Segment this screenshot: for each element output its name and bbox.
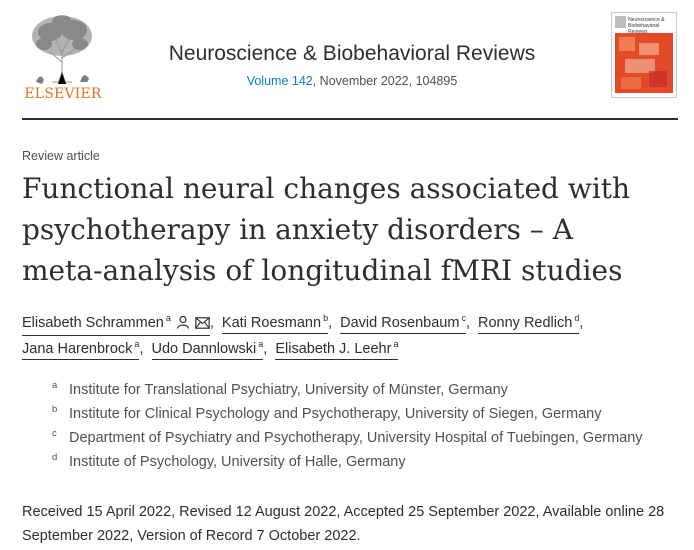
cover-artwork-icon xyxy=(615,33,673,93)
article-header: ELSEVIER Neuroscience & Biobehavioral Re… xyxy=(22,12,678,104)
author-link[interactable]: Udo Dannlowski a xyxy=(151,339,264,360)
affiliation-marker: a xyxy=(134,339,140,350)
author-link[interactable]: Jana Harenbrock a xyxy=(22,339,140,360)
author-name: David Rosenbaum xyxy=(340,315,460,331)
affiliation-item: d Institute of Psychology, University of… xyxy=(52,452,682,478)
affiliation-text: Institute for Translational Psychiatry, … xyxy=(69,382,508,398)
author-link[interactable]: Kati Roesmann b xyxy=(221,313,329,334)
affiliation-item: b Institute for Clinical Psychology and … xyxy=(52,404,682,430)
citation-line: Volume 142, November 2022, 104895 xyxy=(132,74,572,88)
affiliation-marker: a xyxy=(165,313,171,324)
title-line: meta-analysis of longitudinal fMRI studi… xyxy=(22,254,623,287)
author-link[interactable]: Ronny Redlich d xyxy=(478,313,580,334)
author-name: Jana Harenbrock xyxy=(22,341,133,357)
affiliation-item: c Department of Psychiatry and Psychothe… xyxy=(52,428,682,454)
affiliation-text: Institute of Psychology, University of H… xyxy=(69,454,406,470)
article-title: Functional neural changes associated wit… xyxy=(22,168,682,291)
affiliation-label: a xyxy=(52,380,58,391)
history-line: September 2022, Version of Record 7 Octo… xyxy=(22,528,361,544)
affiliation-label: d xyxy=(52,452,58,463)
author-name: Elisabeth J. Leehr xyxy=(275,341,392,357)
envelope-icon xyxy=(195,317,210,334)
author-list: Elisabeth Schrammen a, Kati Roesmann b, Da… xyxy=(22,310,682,362)
author-name: Kati Roesmann xyxy=(221,315,322,331)
affiliation-marker: a xyxy=(393,339,399,350)
title-line: psychotherapy in anxiety disorders – A xyxy=(22,213,573,246)
affiliation-item: a Institute for Translational Psychiatry… xyxy=(52,380,682,406)
affiliation-label: c xyxy=(52,428,57,439)
affiliation-marker: b xyxy=(323,313,329,324)
author-link[interactable]: Elisabeth Schrammen a xyxy=(22,313,210,336)
volume-link[interactable]: Volume 142 xyxy=(246,74,313,88)
citation-details: , November 2022, 104895 xyxy=(312,74,458,88)
article-history: Received 15 April 2022, Revised 12 Augus… xyxy=(22,500,682,548)
author-link[interactable]: David Rosenbaum c xyxy=(340,313,466,334)
elsevier-tree-icon xyxy=(32,15,92,85)
elsevier-logo[interactable]: ELSEVIER xyxy=(22,12,104,102)
journal-title[interactable]: Neuroscience & Biobehavioral Reviews xyxy=(168,42,536,65)
affiliation-marker: d xyxy=(574,313,580,324)
history-line: Received 15 April 2022, Revised 12 Augus… xyxy=(22,504,665,520)
author-name: Udo Dannlowski xyxy=(151,341,257,357)
publisher-wordmark: ELSEVIER xyxy=(24,86,102,102)
affiliation-marker: c xyxy=(461,313,466,324)
affiliation-text: Department of Psychiatry and Psychothera… xyxy=(69,430,643,446)
affiliation-label: b xyxy=(52,404,58,415)
affiliation-text: Institute for Clinical Psychology and Ps… xyxy=(69,406,602,422)
title-line: Functional neural changes associated wit… xyxy=(22,172,631,205)
journal-cover-thumbnail[interactable]: Neuroscience & Biobehavioral Reviews xyxy=(611,12,677,98)
header-divider xyxy=(22,118,678,120)
author-name: Elisabeth Schrammen xyxy=(22,315,164,331)
cover-title: Neuroscience & Biobehavioral Reviews xyxy=(628,17,665,35)
person-icon xyxy=(176,315,190,334)
affiliation-marker: a xyxy=(258,339,264,350)
author-link[interactable]: Elisabeth J. Leehr a xyxy=(275,339,399,360)
author-name: Ronny Redlich xyxy=(478,315,573,331)
affiliation-list: a Institute for Translational Psychiatry… xyxy=(52,380,682,478)
cover-logo-icon xyxy=(615,16,626,28)
article-type: Review article xyxy=(22,149,100,163)
